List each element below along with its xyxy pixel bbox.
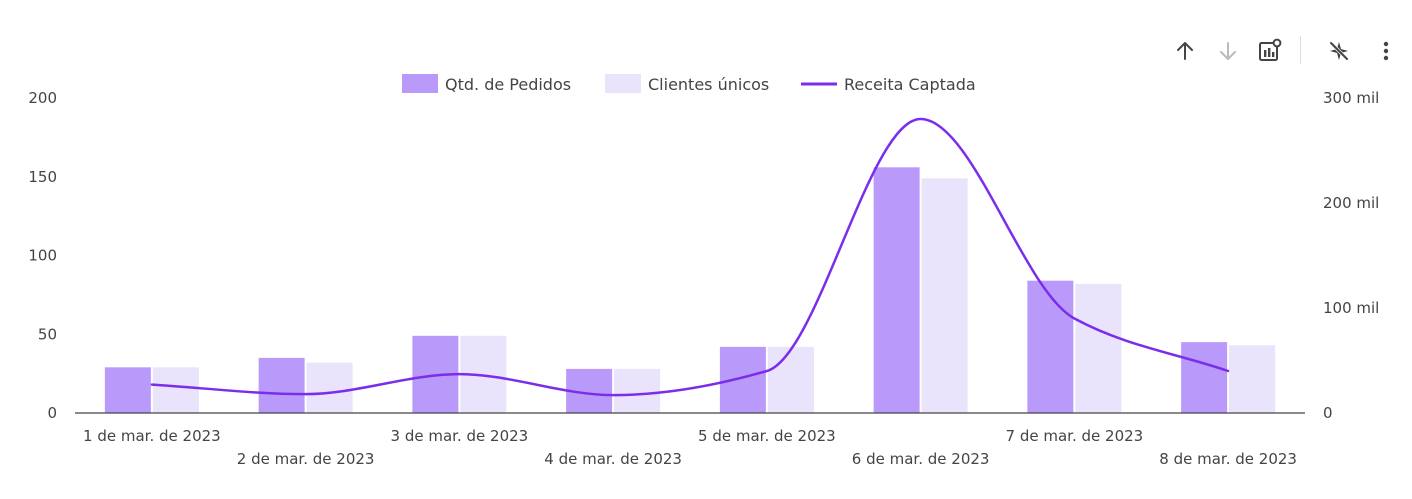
- disable-interactions-icon: [1324, 36, 1354, 66]
- bar-clientes-unicos[interactable]: [1229, 345, 1276, 413]
- x-tick-label: 6 de mar. de 2023: [852, 450, 990, 468]
- sort-ascending-button[interactable]: [1170, 36, 1200, 66]
- y-right-tick-label: 100 mil: [1323, 299, 1379, 317]
- bar-clientes-unicos[interactable]: [767, 346, 814, 413]
- bar-clientes-unicos[interactable]: [152, 367, 199, 413]
- bar-clientes-unicos[interactable]: [921, 178, 968, 413]
- x-tick-label: 1 de mar. de 2023: [83, 427, 221, 445]
- legend-label-pedidos: Qtd. de Pedidos: [445, 75, 571, 94]
- y-left-tick-label: 50: [38, 325, 57, 343]
- y-right-tick-label: 200 mil: [1323, 194, 1379, 212]
- line-receita-captada: [150, 117, 1230, 397]
- bar-clientes-unicos[interactable]: [614, 368, 661, 413]
- legend-label-clientes: Clientes únicos: [648, 75, 769, 94]
- x-tick-label: 5 de mar. de 2023: [698, 427, 836, 445]
- sort-descending-button[interactable]: [1213, 36, 1243, 66]
- bar-clientes-unicos[interactable]: [1075, 283, 1122, 413]
- x-tick-label: 8 de mar. de 2023: [1159, 450, 1297, 468]
- bar-qtd-pedidos[interactable]: [258, 357, 305, 413]
- x-tick-label: 3 de mar. de 2023: [391, 427, 529, 445]
- legend-label-receita: Receita Captada: [844, 75, 976, 94]
- arrow-up-icon: [1170, 36, 1200, 66]
- chart-settings-button[interactable]: [1255, 36, 1285, 66]
- bar-qtd-pedidos[interactable]: [104, 367, 151, 413]
- disable-interactions-button[interactable]: [1324, 36, 1354, 66]
- x-tick-label: 7 de mar. de 2023: [1006, 427, 1144, 445]
- x-tick-label: 2 de mar. de 2023: [237, 450, 375, 468]
- y-right-tick-label: 300 mil: [1323, 89, 1379, 107]
- y-axis-left: 0 50 100 150 200: [28, 89, 57, 422]
- x-axis: 1 de mar. de 2023 2 de mar. de 2023 3 de m…: [83, 427, 1297, 468]
- bar-qtd-pedidos[interactable]: [719, 346, 766, 413]
- y-left-tick-label: 0: [47, 404, 57, 422]
- legend-swatch-clientes: [605, 74, 641, 93]
- y-left-tick-label: 150: [28, 168, 57, 186]
- y-right-tick-label: 0: [1323, 404, 1333, 422]
- chart-toolbar: [1170, 36, 1400, 68]
- y-axis-right: 0 100 mil 200 mil 300 mil: [1323, 89, 1379, 422]
- toolbar-divider: [1300, 36, 1301, 64]
- bar-qtd-pedidos[interactable]: [1027, 280, 1074, 413]
- chart-legend: Qtd. de Pedidos Clientes únicos Receita …: [402, 74, 976, 94]
- bar-series: [104, 167, 1276, 413]
- y-left-tick-label: 100: [28, 247, 57, 265]
- x-tick-label: 4 de mar. de 2023: [544, 450, 682, 468]
- arrow-down-icon: [1213, 36, 1243, 66]
- bar-qtd-pedidos[interactable]: [873, 167, 920, 413]
- bar-qtd-pedidos[interactable]: [1181, 342, 1228, 413]
- y-left-tick-label: 200: [28, 89, 57, 107]
- chart-settings-icon: [1255, 36, 1285, 66]
- bar-clientes-unicos[interactable]: [306, 362, 353, 413]
- legend-swatch-pedidos: [402, 74, 438, 93]
- more-options-button[interactable]: [1371, 36, 1401, 66]
- more-vert-icon: [1371, 36, 1401, 66]
